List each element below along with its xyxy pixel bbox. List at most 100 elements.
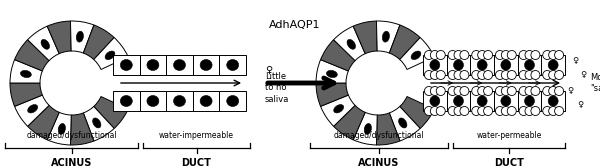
Wedge shape: [70, 21, 94, 53]
Circle shape: [472, 50, 481, 59]
Circle shape: [502, 107, 511, 116]
Wedge shape: [389, 106, 420, 141]
Wedge shape: [28, 26, 59, 61]
Text: water-permeable: water-permeable: [476, 131, 542, 140]
Bar: [518, 91, 541, 111]
Text: DUCT: DUCT: [494, 158, 524, 167]
Circle shape: [448, 107, 457, 116]
Ellipse shape: [121, 59, 132, 70]
Circle shape: [430, 107, 439, 116]
Wedge shape: [10, 83, 43, 106]
Text: ♀: ♀: [577, 101, 583, 110]
Circle shape: [531, 70, 540, 79]
Circle shape: [507, 70, 516, 79]
Wedge shape: [70, 113, 94, 145]
Circle shape: [531, 107, 540, 116]
Text: water-impermeable: water-impermeable: [159, 131, 234, 140]
Ellipse shape: [121, 96, 132, 107]
Wedge shape: [400, 97, 434, 128]
Circle shape: [543, 87, 552, 96]
Text: ♀: ♀: [265, 65, 272, 75]
Text: ♀: ♀: [567, 86, 573, 95]
Circle shape: [430, 87, 439, 96]
Text: damaged/dysfunctional: damaged/dysfunctional: [26, 131, 117, 140]
Ellipse shape: [548, 96, 558, 106]
Wedge shape: [83, 25, 114, 60]
Wedge shape: [389, 25, 420, 60]
Circle shape: [454, 70, 463, 79]
Bar: [446, 55, 470, 75]
Circle shape: [454, 87, 463, 96]
Circle shape: [484, 87, 493, 96]
Circle shape: [430, 70, 439, 79]
Wedge shape: [316, 83, 349, 106]
Bar: [140, 91, 166, 111]
Circle shape: [554, 87, 563, 96]
Ellipse shape: [347, 39, 356, 49]
Bar: [113, 91, 140, 111]
Wedge shape: [400, 38, 434, 69]
Circle shape: [436, 70, 445, 79]
Bar: [220, 91, 246, 111]
Circle shape: [519, 107, 528, 116]
Circle shape: [472, 70, 481, 79]
Ellipse shape: [454, 60, 463, 70]
Bar: [470, 91, 494, 111]
Wedge shape: [320, 95, 355, 126]
Circle shape: [448, 87, 457, 96]
Ellipse shape: [454, 96, 463, 106]
Ellipse shape: [227, 59, 239, 70]
Wedge shape: [94, 38, 128, 69]
Bar: [113, 55, 140, 75]
Circle shape: [424, 70, 433, 79]
Bar: [423, 91, 446, 111]
Bar: [494, 91, 518, 111]
Wedge shape: [28, 105, 59, 140]
Circle shape: [424, 50, 433, 59]
Ellipse shape: [147, 96, 159, 107]
Circle shape: [496, 50, 505, 59]
Ellipse shape: [477, 96, 487, 106]
Wedge shape: [320, 40, 355, 71]
Circle shape: [543, 70, 552, 79]
Ellipse shape: [28, 105, 38, 113]
Circle shape: [436, 50, 445, 59]
Ellipse shape: [326, 70, 337, 77]
Ellipse shape: [173, 96, 185, 107]
Circle shape: [478, 87, 487, 96]
Circle shape: [448, 70, 457, 79]
Circle shape: [507, 50, 516, 59]
Circle shape: [496, 87, 505, 96]
Circle shape: [519, 50, 528, 59]
Ellipse shape: [200, 59, 212, 70]
Circle shape: [424, 87, 433, 96]
Circle shape: [472, 107, 481, 116]
Circle shape: [525, 70, 534, 79]
Circle shape: [502, 70, 511, 79]
Ellipse shape: [20, 70, 31, 77]
Text: DUCT: DUCT: [182, 158, 211, 167]
Wedge shape: [316, 60, 349, 83]
Circle shape: [430, 50, 439, 59]
Circle shape: [531, 87, 540, 96]
Ellipse shape: [147, 59, 159, 70]
Text: ♀: ♀: [572, 55, 578, 64]
Circle shape: [460, 50, 469, 59]
Ellipse shape: [501, 96, 511, 106]
Circle shape: [472, 87, 481, 96]
Circle shape: [454, 50, 463, 59]
Wedge shape: [10, 60, 43, 83]
Text: ACINUS: ACINUS: [358, 158, 400, 167]
Ellipse shape: [430, 96, 440, 106]
Ellipse shape: [334, 105, 344, 113]
Bar: [166, 55, 193, 75]
Circle shape: [554, 50, 563, 59]
Bar: [470, 55, 494, 75]
Circle shape: [502, 50, 511, 59]
Circle shape: [543, 107, 552, 116]
Circle shape: [478, 50, 487, 59]
Wedge shape: [353, 21, 377, 54]
Ellipse shape: [548, 60, 558, 70]
Circle shape: [478, 70, 487, 79]
Wedge shape: [14, 95, 49, 126]
